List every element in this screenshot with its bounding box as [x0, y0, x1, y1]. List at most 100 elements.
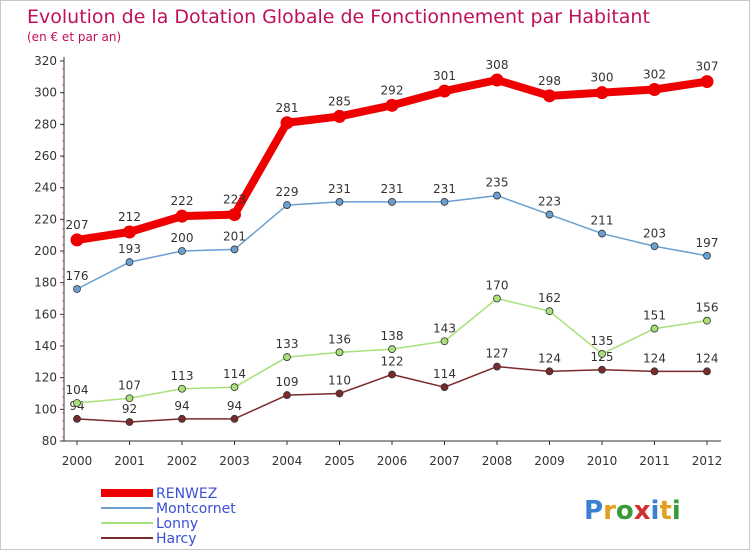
data-point — [228, 208, 241, 222]
x-tick-label: 2003 — [219, 454, 250, 468]
data-point — [335, 198, 344, 206]
data-point — [650, 367, 659, 376]
data-point — [230, 414, 239, 423]
y-tick-label: 180 — [34, 276, 57, 290]
data-point — [703, 367, 711, 376]
chart-title: Evolution de la Dotation Globale de Fonc… — [27, 6, 650, 28]
data-point — [283, 353, 291, 361]
data-point — [125, 258, 134, 266]
data-point — [73, 399, 81, 407]
data-label: 212 — [118, 210, 141, 224]
data-label: 231 — [381, 182, 404, 196]
logo-letter: P — [584, 496, 603, 526]
data-label: 110 — [328, 374, 351, 388]
axes: 80 100 120 140 160 180 200 220 240 260 280 300 320 20… — [34, 54, 722, 468]
data-label: 298 — [538, 74, 561, 88]
x-tick-label: 2012 — [692, 454, 723, 468]
data-label: 94 — [227, 399, 242, 413]
data-label: 200 — [171, 231, 194, 245]
data-point — [73, 285, 81, 293]
logo-letter: o — [616, 496, 634, 526]
data-point — [598, 365, 606, 374]
x-tick-label: 2006 — [377, 454, 408, 468]
x-tick-label: 2005 — [324, 454, 355, 468]
data-label: 170 — [486, 279, 509, 293]
data-label: 231 — [328, 182, 351, 196]
logo-letter: t — [659, 496, 671, 526]
data-label: 92 — [122, 402, 137, 416]
data-label: 136 — [328, 332, 351, 346]
data-point — [335, 348, 344, 357]
data-point — [125, 394, 134, 403]
data-label: 203 — [643, 226, 666, 240]
data-label: 107 — [118, 378, 141, 392]
data-label: 114 — [433, 367, 456, 381]
x-tick-label: 2002 — [167, 454, 198, 468]
data-point — [178, 384, 186, 393]
data-point — [598, 350, 606, 358]
x-tick-label: 2001 — [114, 454, 145, 468]
y-tick-label: 80 — [42, 434, 57, 448]
y-tick-label: 160 — [34, 307, 57, 321]
data-label: 109 — [276, 375, 299, 389]
data-label: 223 — [223, 193, 246, 207]
data-point — [493, 294, 501, 303]
data-label: 113 — [171, 369, 194, 383]
data-label: 124 — [643, 351, 666, 365]
x-tick-label: 2007 — [429, 454, 460, 468]
logo-letter: x — [634, 496, 651, 526]
data-label: 308 — [486, 58, 509, 72]
data-label: 138 — [381, 329, 404, 343]
data-point — [545, 367, 554, 376]
data-point — [280, 116, 294, 130]
data-label: 143 — [433, 321, 456, 335]
data-point — [490, 73, 504, 87]
data-point — [335, 389, 344, 398]
data-label: 122 — [381, 355, 404, 369]
data-point — [388, 370, 396, 379]
data-point — [123, 225, 136, 239]
data-point — [650, 242, 659, 251]
y-tick-label: 260 — [34, 149, 57, 163]
series-lonny: 104 107 113 114 133 136 138 143 170 162 135 151 156 — [66, 279, 718, 407]
x-tick-label: 2000 — [62, 454, 93, 468]
data-point — [175, 209, 189, 223]
data-point — [440, 337, 449, 346]
x-tick-label: 2010 — [587, 454, 618, 468]
data-point — [230, 245, 239, 254]
legend-label: Lonny — [156, 516, 198, 532]
series-renwez: 207 212 222 223 281 285 292 301 308 298 300 302 307 — [66, 58, 718, 247]
data-point — [385, 98, 399, 112]
y-tick-label: 140 — [34, 339, 57, 353]
data-point — [438, 84, 451, 98]
data-point — [545, 210, 554, 219]
x-tick-label: 2004 — [272, 454, 303, 468]
data-label: 94 — [174, 399, 189, 413]
data-point — [650, 324, 659, 333]
data-point — [493, 362, 501, 371]
x-tick-label: 2008 — [482, 454, 513, 468]
x-tick-label: 2009 — [534, 454, 565, 468]
legend-label: Harcy — [156, 531, 197, 547]
y-tick-label: 240 — [34, 181, 57, 195]
data-point — [283, 201, 291, 209]
data-label: 127 — [486, 347, 509, 361]
data-point — [230, 383, 239, 392]
data-label: 176 — [66, 269, 89, 283]
data-point — [543, 89, 556, 103]
data-point — [648, 83, 661, 96]
data-label: 229 — [276, 185, 299, 199]
y-tick-label: 280 — [34, 117, 57, 131]
data-label: 301 — [433, 69, 456, 83]
data-point — [125, 418, 134, 426]
data-label: 211 — [591, 214, 614, 228]
data-label: 133 — [276, 337, 299, 351]
y-tick-label: 120 — [34, 371, 57, 385]
data-label: 300 — [591, 71, 614, 85]
data-label: 302 — [643, 68, 666, 82]
data-point — [493, 191, 501, 200]
x-tick-label: 2011 — [639, 454, 670, 468]
logo-letter: i — [672, 496, 681, 526]
data-label: 223 — [538, 195, 561, 209]
y-tick-label: 200 — [34, 244, 57, 258]
